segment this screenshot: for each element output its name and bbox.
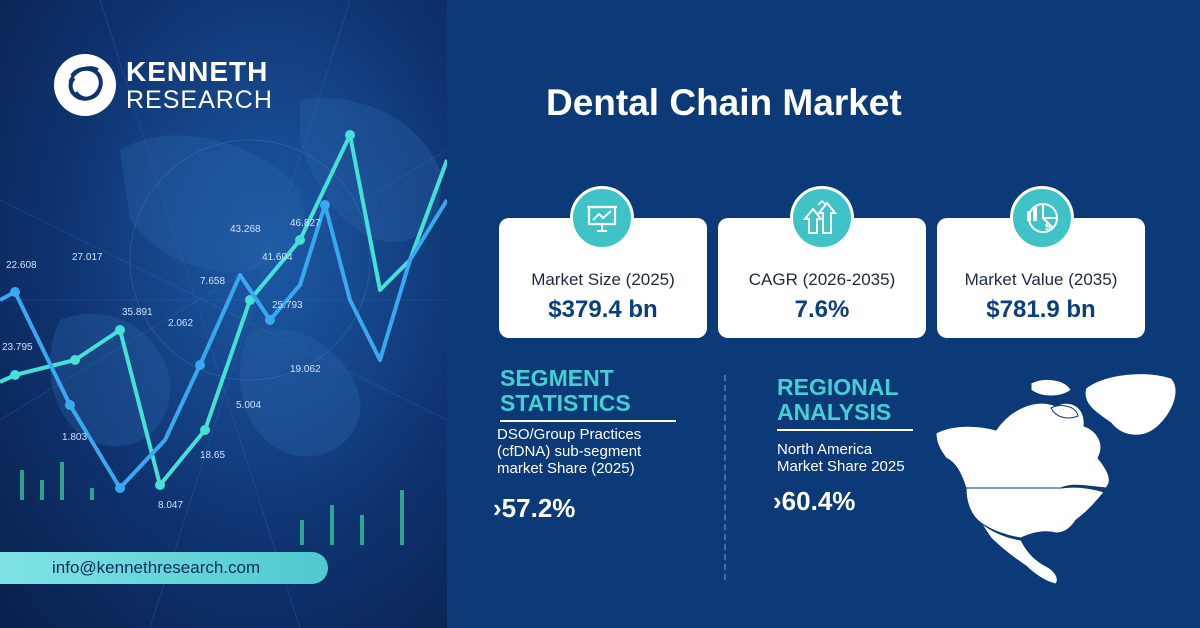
- chart-number: 2.062: [168, 318, 193, 329]
- chart-number: 23.795: [2, 342, 33, 353]
- regional-desc-line1: North America: [777, 441, 873, 458]
- card-value: 7.6%: [794, 296, 850, 323]
- segment-desc-line2: (cfDNA) sub-segment: [497, 443, 642, 460]
- segment-heading-line1: SEGMENT: [500, 365, 614, 391]
- chart-number: 41.604: [262, 252, 293, 263]
- brand-name-line2: RESEARCH: [126, 85, 273, 114]
- segment-heading: SEGMENT STATISTICS: [500, 366, 631, 416]
- chart-number: 8.047: [158, 500, 183, 511]
- segment-description: DSO/Group Practices (cfDNA) sub-segment …: [497, 426, 641, 477]
- brand-logo: KENNETH RESEARCH: [52, 52, 273, 118]
- card-label: CAGR (2026-2035): [748, 270, 896, 289]
- contact-email[interactable]: info@kennethresearch.com: [0, 552, 328, 584]
- segment-stat: ›57.2%: [493, 493, 575, 524]
- chart-number: 7.658: [200, 276, 225, 287]
- regional-heading: REGIONAL ANALYSIS: [777, 375, 898, 425]
- regional-divider: [777, 429, 913, 431]
- kenneth-logo-icon: [54, 54, 116, 116]
- chart-number: 18.65: [200, 450, 225, 461]
- chart-number: 35.891: [122, 307, 153, 318]
- decorative-line-chart: 22.608 27.017 23.795 35.891 2.062 1.803 …: [0, 0, 447, 628]
- north-america-map-icon: [936, 373, 1177, 585]
- market-value-card: Market Value (2035) $781.9 bn: [937, 218, 1145, 338]
- card-label: Market Size (2025): [531, 270, 675, 289]
- chart-number: 5.004: [236, 400, 261, 411]
- card-value: $379.4 bn: [548, 296, 658, 323]
- regional-heading-line1: REGIONAL: [777, 374, 899, 400]
- card-value: $781.9 bn: [986, 296, 1096, 323]
- chevron-right-icon: ›: [493, 493, 502, 523]
- presentation-chart-icon: [570, 186, 634, 250]
- segment-heading-line2: STATISTICS: [500, 390, 631, 416]
- background-chart-panel: 22.608 27.017 23.795 35.891 2.062 1.803 …: [0, 0, 447, 628]
- chart-number: 46.827: [290, 218, 321, 229]
- card-label: Market Value (2035): [964, 270, 1118, 289]
- chart-number: 43.268: [230, 224, 261, 235]
- regional-heading-line2: ANALYSIS: [777, 399, 892, 425]
- chevron-right-icon: ›: [773, 486, 782, 516]
- regional-stat-value: 60.4%: [781, 486, 856, 516]
- pie-chart-dollar-icon: $: [1010, 186, 1074, 250]
- regional-desc-line2: Market Share 2025: [777, 458, 905, 475]
- chart-number: 19.062: [290, 364, 321, 375]
- segment-stat-value: 57.2%: [501, 493, 576, 523]
- regional-description: North America Market Share 2025: [777, 441, 905, 475]
- chart-number: 27.017: [72, 252, 103, 263]
- chart-number: 22.608: [6, 260, 37, 271]
- segment-desc-line3: market Share (2025): [497, 460, 635, 477]
- svg-text:$: $: [1045, 222, 1051, 233]
- section-divider: [724, 375, 726, 580]
- segment-desc-line1: DSO/Group Practices: [497, 426, 642, 443]
- chart-number: 25.793: [272, 300, 303, 311]
- regional-stat: ›60.4%: [773, 486, 855, 517]
- page-title: Dental Chain Market: [546, 82, 902, 123]
- brand-name-line1: KENNETH: [126, 55, 269, 87]
- segment-divider: [500, 420, 676, 422]
- growth-arrows-icon: [790, 186, 854, 250]
- chart-number: 1.803: [62, 432, 87, 443]
